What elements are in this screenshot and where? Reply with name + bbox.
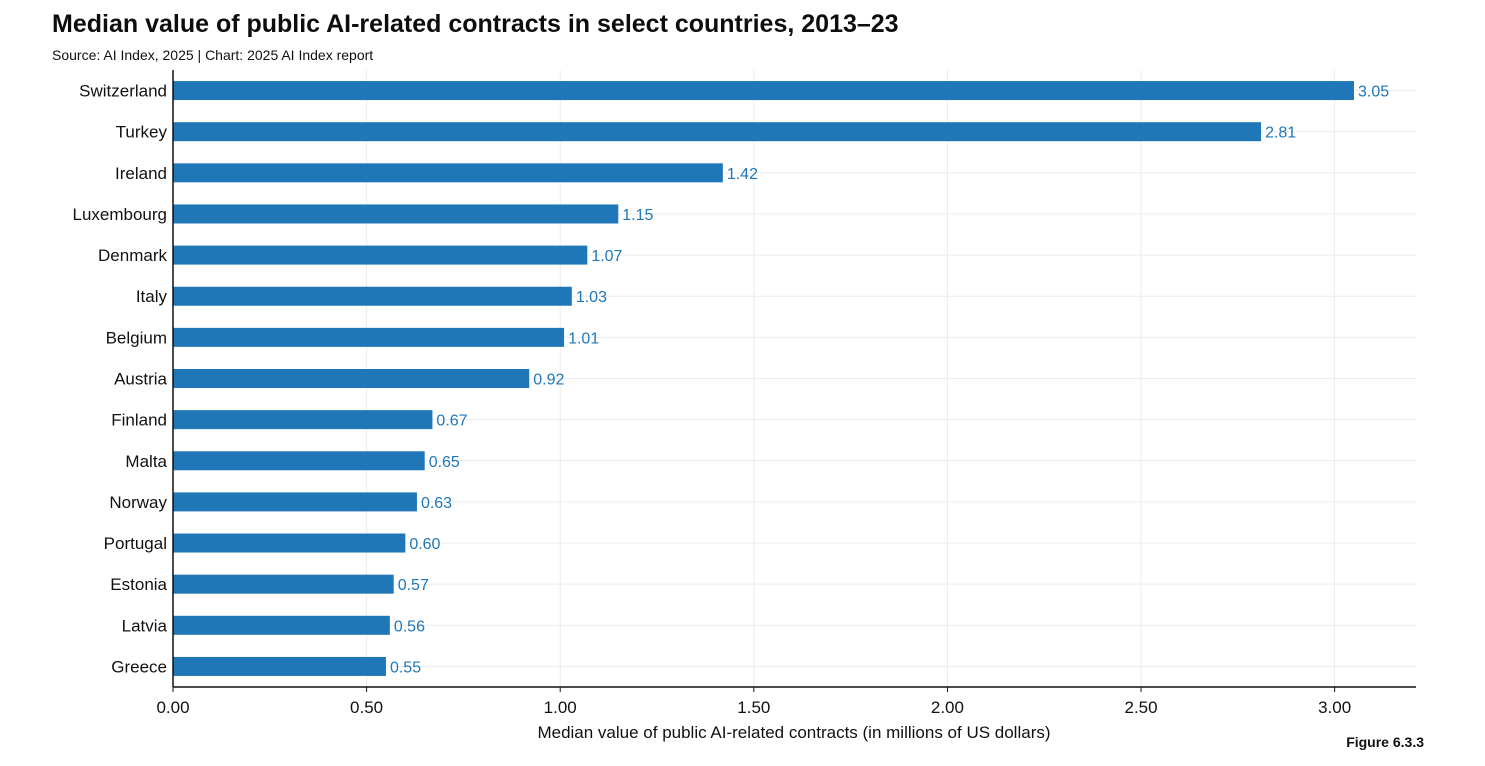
bar-portugal (173, 533, 406, 553)
chart-source: Source: AI Index, 2025 | Chart: 2025 AI … (52, 47, 374, 63)
value-label: 0.63 (421, 495, 452, 512)
bar-finland (173, 410, 433, 430)
bar-norway (173, 492, 417, 512)
bar-belgium (173, 327, 565, 347)
category-label: Ireland (115, 164, 167, 183)
category-label: Turkey (116, 123, 168, 142)
bar-malta (173, 451, 425, 471)
x-axis-title: Median value of public AI-related contra… (537, 723, 1050, 742)
value-label: 1.42 (727, 166, 758, 183)
category-label: Malta (125, 452, 167, 471)
x-axis: 0.00 0.50 1.00 1.50 2.00 2.50 3.00 (156, 70, 1416, 717)
x-tick-label: 1.50 (737, 698, 770, 717)
x-tick-label: 1.00 (544, 698, 577, 717)
x-tick-label: 2.50 (1124, 698, 1157, 717)
figure-label: Figure 6.3.3 (1346, 734, 1424, 750)
category-label: Belgium (106, 328, 167, 347)
category-label: Finland (111, 411, 167, 430)
bar-italy (173, 286, 572, 306)
category-label: Switzerland (79, 82, 167, 101)
value-label: 1.01 (568, 330, 599, 347)
value-label: 0.57 (398, 577, 429, 594)
category-label: Latvia (122, 616, 168, 635)
labels: Switzerland 3.05 Turkey 2.81 Ireland 1.42 Luxe… (72, 82, 1389, 677)
value-label: 0.56 (394, 618, 425, 635)
bar-turkey (173, 122, 1262, 142)
category-label: Italy (136, 287, 168, 306)
bar-ireland (173, 163, 723, 183)
x-tick-label: 3.00 (1318, 698, 1351, 717)
value-label: 1.15 (622, 207, 653, 224)
bar-latvia (173, 615, 390, 635)
chart-title: Median value of public AI-related contra… (52, 10, 899, 38)
category-label: Portugal (104, 534, 167, 553)
value-label: 0.67 (436, 413, 467, 430)
value-label: 0.92 (533, 372, 564, 389)
bar-luxembourg (173, 204, 619, 224)
bar-greece (173, 656, 386, 676)
category-label: Austria (114, 370, 167, 389)
value-label: 0.65 (429, 454, 460, 471)
x-tick-label: 0.00 (156, 698, 189, 717)
value-label: 0.60 (409, 536, 440, 553)
bar-switzerland (173, 81, 1354, 101)
category-label: Luxembourg (72, 205, 167, 224)
category-label: Estonia (110, 575, 167, 594)
bar-denmark (173, 245, 588, 265)
x-tick-label: 2.00 (931, 698, 964, 717)
value-label: 0.55 (390, 659, 421, 676)
category-label: Greece (111, 657, 167, 676)
value-label: 1.03 (576, 289, 607, 306)
value-label: 3.05 (1358, 84, 1389, 101)
bar-austria (173, 369, 530, 388)
bars (173, 81, 1354, 676)
value-label: 1.07 (591, 248, 622, 265)
category-label: Denmark (98, 246, 167, 265)
bar-estonia (173, 574, 394, 594)
category-label: Norway (109, 493, 167, 512)
x-tick-label: 0.50 (350, 698, 383, 717)
value-label: 2.81 (1265, 125, 1296, 142)
